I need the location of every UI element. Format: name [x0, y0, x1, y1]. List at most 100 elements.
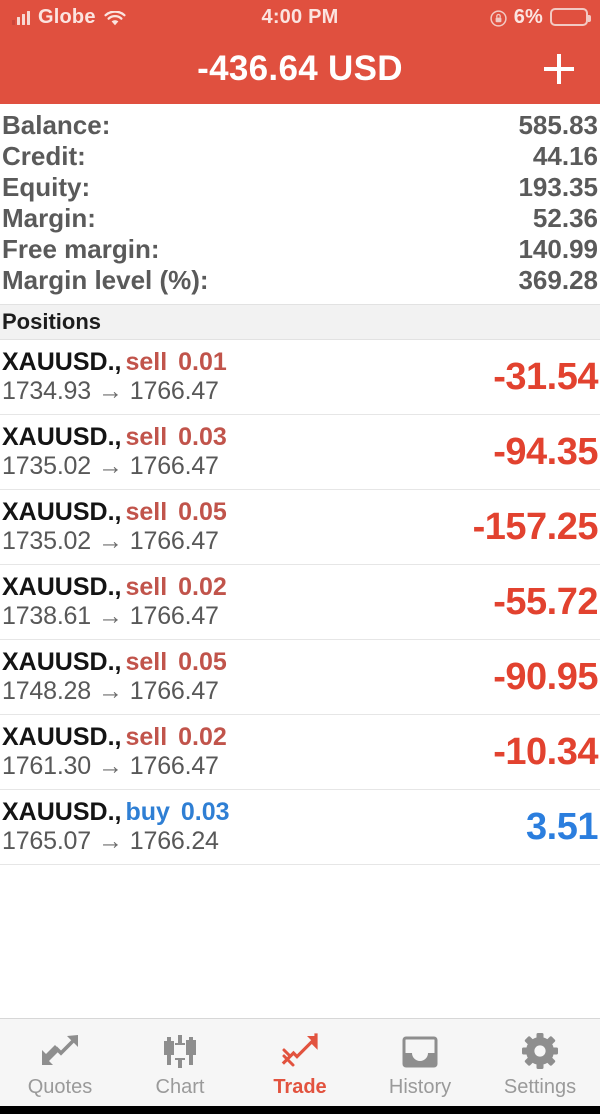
table-row[interactable]: XAUUSD., sell 0.01 1734.93 → 1766.47 -31.54	[0, 340, 600, 415]
position-open-price: 1735.02	[2, 527, 91, 555]
status-bar: Globe 4:00 PM 6%	[0, 0, 600, 34]
quotes-arrows-icon	[39, 1031, 81, 1071]
arrow-right-icon: →	[97, 677, 123, 705]
position-open-price: 1735.02	[2, 452, 91, 480]
position-open-price: 1765.07	[2, 827, 91, 855]
position-side: sell	[125, 347, 168, 376]
position-profit: -157.25	[472, 505, 599, 548]
summary-label: Equity:	[2, 172, 91, 202]
position-symbol: XAUUSD.,	[2, 797, 122, 826]
position-volume: 0.05	[178, 647, 227, 676]
position-open-price: 1748.28	[2, 677, 91, 705]
position-details: XAUUSD., sell 0.03 1735.02 → 1766.47	[2, 423, 227, 481]
rotation-lock-icon	[490, 9, 507, 27]
battery-icon	[550, 8, 591, 26]
summary-row: Margin level (%): 369.28	[0, 265, 600, 296]
position-prices: 1735.02 → 1766.47	[2, 452, 227, 481]
position-title: XAUUSD., sell 0.02	[2, 572, 227, 602]
tab-quotes[interactable]: Quotes	[0, 1019, 120, 1106]
summary-value: 52.36	[532, 203, 598, 233]
tab-history[interactable]: History	[360, 1019, 480, 1106]
status-bar-left: Globe	[12, 6, 126, 29]
battery-percent-label: 6%	[513, 5, 543, 28]
position-volume: 0.02	[178, 572, 227, 601]
wifi-icon	[104, 9, 126, 26]
summary-value: 585.83	[518, 110, 598, 140]
clock-label: 4:00 PM	[261, 5, 339, 28]
position-prices: 1765.07 → 1766.24	[2, 827, 230, 856]
summary-row: Credit: 44.16	[0, 141, 600, 172]
table-row[interactable]: XAUUSD., sell 0.05 1748.28 → 1766.47 -90.95	[0, 640, 600, 715]
table-row[interactable]: XAUUSD., sell 0.05 1735.02 → 1766.47 -157.2…	[0, 490, 600, 565]
arrow-right-icon: →	[97, 752, 123, 780]
tab-label: Settings	[503, 1075, 577, 1098]
position-title: XAUUSD., sell 0.05	[2, 497, 227, 527]
position-symbol: XAUUSD.,	[2, 497, 122, 526]
arrow-right-icon: →	[97, 377, 123, 405]
position-profit: -90.95	[493, 655, 598, 698]
add-order-button[interactable]	[536, 46, 582, 92]
table-row[interactable]: XAUUSD., sell 0.02 1761.30 → 1766.47 -10.34	[0, 715, 600, 790]
position-current-price: 1766.47	[129, 677, 219, 705]
summary-value: 193.35	[518, 172, 598, 202]
gear-icon	[519, 1031, 561, 1071]
tab-trade[interactable]: Trade	[240, 1019, 360, 1106]
position-title: XAUUSD., sell 0.02	[2, 722, 227, 752]
position-open-price: 1734.93	[2, 377, 91, 405]
tab-chart[interactable]: Chart	[120, 1019, 240, 1106]
position-profit: -10.34	[493, 730, 598, 773]
account-summary[interactable]: Balance: 585.83 Credit: 44.16 Equity: 19…	[0, 104, 600, 304]
trend-up-icon	[279, 1031, 321, 1071]
position-side: sell	[125, 722, 168, 751]
position-side: sell	[125, 497, 168, 526]
tab-settings[interactable]: Settings	[480, 1019, 600, 1106]
home-indicator	[0, 1106, 600, 1114]
position-symbol: XAUUSD.,	[2, 572, 122, 601]
position-details: XAUUSD., sell 0.02 1761.30 → 1766.47	[2, 722, 227, 781]
tab-label: History	[388, 1075, 452, 1098]
position-prices: 1761.30 → 1766.47	[2, 752, 227, 781]
positions-section-header: Positions	[0, 304, 600, 340]
position-current-price: 1766.47	[129, 377, 219, 405]
summary-value: 369.28	[518, 265, 598, 295]
position-details: XAUUSD., sell 0.02 1738.61 → 1766.47	[2, 572, 227, 631]
position-prices: 1734.93 → 1766.47	[2, 377, 227, 406]
position-profit: -94.35	[493, 430, 598, 473]
inbox-tray-icon	[399, 1031, 441, 1071]
summary-row: Balance: 585.83	[0, 110, 600, 141]
position-volume: 0.02	[178, 722, 227, 751]
positions-list: XAUUSD., sell 0.01 1734.93 → 1766.47 -31.54…	[0, 340, 600, 1018]
summary-row: Equity: 193.35	[0, 172, 600, 203]
position-volume: 0.03	[180, 797, 230, 826]
position-details: XAUUSD., sell 0.05 1748.28 → 1766.47	[2, 647, 227, 706]
position-details: XAUUSD., sell 0.05 1735.02 → 1766.47	[2, 497, 227, 556]
position-side: sell	[125, 647, 168, 676]
table-row[interactable]: XAUUSD., buy 0.03 1765.07 → 1766.24 3.51	[0, 790, 600, 865]
position-prices: 1748.28 → 1766.47	[2, 677, 227, 706]
table-row[interactable]: XAUUSD., sell 0.03 1735.02 → 1766.47 -94.35	[0, 415, 600, 490]
position-title: XAUUSD., sell 0.05	[2, 647, 227, 677]
arrow-right-icon: →	[97, 602, 123, 630]
summary-row: Free margin: 140.99	[0, 234, 600, 265]
positions-section-title: Positions	[2, 309, 102, 334]
position-current-price: 1766.47	[129, 752, 219, 780]
plus-icon	[537, 47, 581, 91]
position-profit: 3.51	[526, 805, 598, 848]
position-symbol: XAUUSD.,	[2, 722, 122, 751]
summary-row: Margin: 52.36	[0, 203, 600, 234]
position-current-price: 1766.47	[129, 452, 219, 480]
position-open-price: 1738.61	[2, 602, 91, 630]
signal-bars-icon	[12, 10, 30, 25]
position-symbol: XAUUSD.,	[2, 347, 122, 376]
position-side: sell	[125, 572, 168, 601]
arrow-right-icon: →	[97, 527, 123, 555]
position-profit: -31.54	[493, 355, 598, 398]
summary-label: Margin:	[2, 203, 96, 233]
summary-label: Free margin:	[2, 234, 160, 264]
position-side: buy	[125, 797, 170, 826]
position-details: XAUUSD., buy 0.03 1765.07 → 1766.24	[2, 797, 230, 856]
position-current-price: 1766.47	[129, 527, 219, 555]
position-details: XAUUSD., sell 0.01 1734.93 → 1766.47	[2, 347, 227, 406]
summary-label: Margin level (%):	[2, 265, 209, 295]
table-row[interactable]: XAUUSD., sell 0.02 1738.61 → 1766.47 -55.72	[0, 565, 600, 640]
